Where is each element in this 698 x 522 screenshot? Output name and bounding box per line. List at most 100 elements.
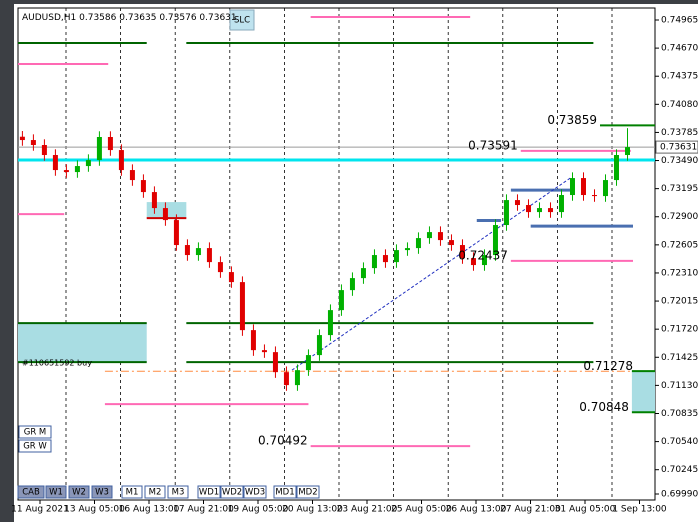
trend-line: [291, 177, 571, 371]
x-tick-label: 31 Aug 05:00: [555, 505, 616, 515]
candle-body: [426, 232, 432, 239]
candle-body: [514, 200, 520, 206]
candle-body: [195, 248, 201, 256]
button-label[interactable]: SLC: [234, 16, 250, 26]
candle-body: [162, 208, 168, 221]
level-label: 0.71278: [583, 359, 633, 373]
button-label[interactable]: W1: [49, 488, 63, 498]
y-tick-label: 0.72605: [661, 240, 698, 250]
candle-body: [19, 136, 25, 141]
y-tick-label: 0.74670: [661, 44, 698, 54]
button-label[interactable]: M1: [126, 488, 139, 498]
button-label[interactable]: W2: [72, 488, 86, 498]
button-face[interactable]: [18, 425, 52, 439]
button-label[interactable]: MD2: [298, 488, 317, 498]
button-label[interactable]: WD3: [245, 488, 265, 498]
quote-low: 0.73576: [159, 13, 196, 23]
candle-body: [371, 255, 377, 269]
quote-open: 0.73586: [79, 13, 116, 23]
button-face[interactable]: [273, 485, 297, 499]
timeframe-button[interactable]: WD1: [197, 485, 221, 499]
button-label[interactable]: M3: [172, 488, 185, 498]
levels: [18, 16, 655, 448]
candle-body: [52, 155, 58, 171]
button-label[interactable]: WD2: [222, 488, 242, 498]
chart-background: [14, 4, 698, 522]
candle-body: [602, 180, 608, 197]
candle-body: [272, 352, 278, 373]
x-tick-label: 26 Aug 13:00: [446, 505, 507, 515]
candle-body: [107, 137, 113, 151]
candle-body: [206, 248, 212, 263]
button-label[interactable]: WD1: [199, 488, 219, 498]
x-tick-label: 20 Aug 13:00: [282, 505, 343, 515]
quote-high: 0.73635: [119, 13, 156, 23]
y-tick-label: 0.70245: [661, 465, 698, 475]
button-face[interactable]: [167, 485, 189, 499]
button-face[interactable]: [17, 485, 45, 499]
x-tick-label: 11 Aug 2021: [11, 505, 69, 515]
button-face[interactable]: [220, 485, 244, 499]
button-face[interactable]: [144, 485, 166, 499]
button-label[interactable]: W3: [95, 488, 109, 498]
candles: [19, 128, 630, 391]
candle-body: [85, 160, 91, 167]
timeframe-button[interactable]: WD2: [220, 485, 244, 499]
button-face[interactable]: [296, 485, 320, 499]
candle-body: [536, 208, 542, 213]
candle-body: [382, 255, 388, 263]
candle-body: [470, 258, 476, 266]
timeframe-button[interactable]: M2: [144, 485, 166, 499]
candle-body: [239, 282, 245, 331]
button-face[interactable]: [45, 485, 67, 499]
candle-body: [404, 248, 410, 251]
timeframe-button[interactable]: M1: [121, 485, 143, 499]
x-tick-label: 25 Aug 05:00: [391, 505, 452, 515]
zone: [18, 323, 147, 363]
slc-button[interactable]: SLC: [229, 9, 255, 31]
button-face[interactable]: [243, 485, 267, 499]
button-face[interactable]: [121, 485, 143, 499]
x-tick-label: 27 Aug 21:00: [500, 505, 561, 515]
x-tick-label: 16 Aug 13:00: [119, 505, 180, 515]
y-tick-label: 0.73195: [661, 184, 698, 194]
candle-body: [217, 262, 223, 273]
candle-body: [569, 178, 575, 196]
candle-body: [118, 150, 124, 171]
timeframe-button[interactable]: W3: [91, 485, 113, 499]
button-label[interactable]: M2: [149, 488, 162, 498]
side-button[interactable]: GR M: [18, 425, 52, 439]
bid-label: 0.73631: [660, 143, 697, 153]
candle-body: [613, 155, 619, 181]
timeframe-button[interactable]: CAB: [17, 485, 45, 499]
candle-body: [481, 255, 487, 266]
button-face[interactable]: [68, 485, 90, 499]
candle-body: [393, 250, 399, 263]
candle-body: [41, 145, 47, 156]
button-face[interactable]: [197, 485, 221, 499]
timeframe-button[interactable]: MD2: [296, 485, 320, 499]
button-label[interactable]: CAB: [22, 488, 40, 498]
button-label[interactable]: MD1: [275, 488, 294, 498]
candle-body: [305, 355, 311, 371]
separators: [65, 8, 613, 500]
candle-body: [338, 290, 344, 311]
timeframe-button[interactable]: W2: [68, 485, 90, 499]
button-label[interactable]: GR M: [24, 428, 47, 438]
timeframe-button[interactable]: WD3: [243, 485, 267, 499]
candle-body: [173, 220, 179, 246]
chart-header: AUDUSD,H1 0.73586 0.73635 0.73576 0.7363…: [22, 13, 237, 23]
button-face[interactable]: [18, 439, 52, 453]
side-button[interactable]: GR W: [18, 439, 52, 453]
candle-body: [250, 330, 256, 351]
timeframe-button[interactable]: MD1: [273, 485, 297, 499]
button-label[interactable]: GR W: [23, 442, 47, 452]
zones: [18, 202, 655, 413]
level-label: 0.70848: [579, 400, 629, 414]
timeframe-button[interactable]: M3: [167, 485, 189, 499]
button-face[interactable]: [91, 485, 113, 499]
button-face[interactable]: [229, 9, 255, 31]
timeframe-button[interactable]: W1: [45, 485, 67, 499]
